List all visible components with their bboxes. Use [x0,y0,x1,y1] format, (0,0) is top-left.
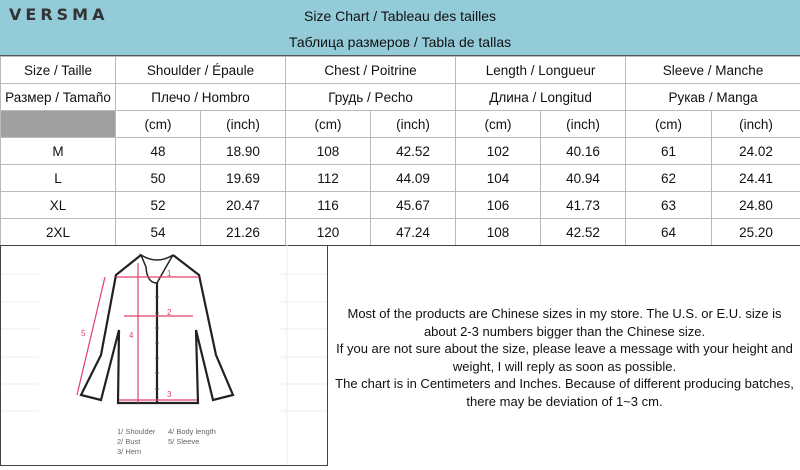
size-value: 120 [286,219,371,246]
header-cell: Плечо / Hombro [116,84,286,111]
size-value: 63 [626,192,712,219]
marker-2: 2 [167,308,172,317]
unit-cell: (inch) [201,111,286,138]
size-value: 42.52 [371,138,456,165]
marker-5: 5 [81,329,86,338]
unit-cell: (inch) [712,111,800,138]
header-cell: Size / Taille [1,57,116,84]
gray-cell [1,111,116,138]
header-cell: Рукав / Manga [626,84,800,111]
unit-cell: (cm) [456,111,541,138]
header-cell: Chest / Poitrine [286,57,456,84]
bottom-section: 1 2 3 4 5 1/ Shoulder 2/ Bust 3/ Hem 4/ … [0,245,800,466]
size-value: 104 [456,165,541,192]
header-cell: Длина / Longitud [456,84,626,111]
marker-1: 1 [167,269,172,278]
size-value: 45.67 [371,192,456,219]
size-value: 25.20 [712,219,800,246]
size-value: 41.73 [541,192,626,219]
size-value: 40.16 [541,138,626,165]
header-cell: Грудь / Pecho [286,84,456,111]
size-value: 102 [456,138,541,165]
size-value: 19.69 [201,165,286,192]
size-value: 62 [626,165,712,192]
size-value: 21.26 [201,219,286,246]
size-value: 47.24 [371,219,456,246]
legend-item: 1/ Shoulder [117,427,155,437]
size-value: 24.80 [712,192,800,219]
title-line-2: Таблица размеров / Tabla de tallas [0,34,800,50]
note-line: Most of the products are Chinese sizes i… [329,305,800,323]
size-note: Most of the products are Chinese sizes i… [329,305,800,410]
size-value: 61 [626,138,712,165]
size-value: 40.94 [541,165,626,192]
size-value: 106 [456,192,541,219]
size-value: 24.02 [712,138,800,165]
header-cell: Размер / Tamaño [1,84,116,111]
unit-cell: (inch) [541,111,626,138]
unit-cell: (cm) [116,111,201,138]
legend-item: 3/ Hem [117,447,155,457]
header-row-1: Size / Taille Shoulder / Épaule Chest / … [1,57,800,84]
header-cell: Shoulder / Épaule [116,57,286,84]
unit-cell: (cm) [626,111,712,138]
note-line: about 2-3 numbers bigger than the Chines… [329,323,800,341]
size-label: 2XL [1,219,116,246]
note-line: The chart is in Centimeters and Inches. … [329,375,800,393]
marker-3: 3 [167,390,172,399]
size-value: 48 [116,138,201,165]
size-value: 44.09 [371,165,456,192]
title-line-1: Size Chart / Tableau des tailles [0,8,800,24]
note-line: weight, I will reply as soon as possible… [329,358,800,376]
size-label: XL [1,192,116,219]
header: VERSMA Size Chart / Tableau des tailles … [0,0,800,56]
size-value: 116 [286,192,371,219]
garment-diagram: 1 2 3 4 5 1/ Shoulder 2/ Bust 3/ Hem 4/ … [0,245,328,466]
size-value: 18.90 [201,138,286,165]
size-value: 52 [116,192,201,219]
note-line: there may be deviation of 1~3 cm. [329,393,800,411]
size-value: 108 [286,138,371,165]
marker-4: 4 [129,331,134,340]
size-value: 54 [116,219,201,246]
size-value: 112 [286,165,371,192]
legend-item: 5/ Sleeve [168,437,216,447]
size-value: 108 [456,219,541,246]
size-label: L [1,165,116,192]
shirt-illustration: 1 2 3 4 5 [1,245,327,465]
legend-item: 4/ Body length [168,427,216,437]
size-label: M [1,138,116,165]
size-value: 24.41 [712,165,800,192]
size-table: Size / Taille Shoulder / Épaule Chest / … [0,56,800,246]
header-cell: Sleeve / Manche [626,57,800,84]
header-row-2: Размер / Tamaño Плечо / Hombro Грудь / P… [1,84,800,111]
size-value: 64 [626,219,712,246]
measurement-lines [77,263,199,403]
size-value: 20.47 [201,192,286,219]
size-value: 50 [116,165,201,192]
unit-cell: (inch) [371,111,456,138]
legend-col-1: 1/ Shoulder 2/ Bust 3/ Hem [117,427,155,457]
header-cell: Length / Longueur [456,57,626,84]
note-line: If you are not sure about the size, plea… [329,340,800,358]
units-row: (cm)(inch)(cm)(inch)(cm)(inch)(cm)(inch) [1,111,800,138]
legend-col-2: 4/ Body length 5/ Sleeve [168,427,216,447]
size-value: 42.52 [541,219,626,246]
legend-item: 2/ Bust [117,437,155,447]
unit-cell: (cm) [286,111,371,138]
